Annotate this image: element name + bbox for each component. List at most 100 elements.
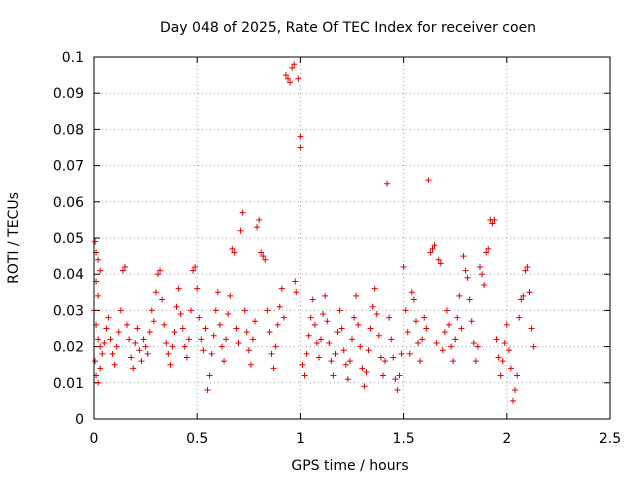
data-point [101, 339, 108, 346]
data-point [489, 220, 496, 227]
data-point [235, 339, 242, 346]
plot-frame [93, 56, 611, 420]
data-point [398, 350, 405, 357]
data-point [254, 224, 261, 231]
data-point [183, 354, 190, 361]
data-point [210, 332, 217, 339]
y-tick-label: 0.07 [53, 159, 84, 175]
data-point [429, 245, 436, 252]
data-point [202, 325, 209, 332]
data-point [128, 354, 135, 361]
data-point [291, 61, 298, 68]
data-point [196, 314, 203, 321]
data-point [454, 314, 461, 321]
data-point [134, 325, 141, 332]
y-tick-label: 0.06 [53, 195, 84, 211]
data-point [456, 292, 463, 299]
data-point [462, 267, 469, 274]
data-point [371, 285, 378, 292]
data-point [379, 372, 386, 379]
data-point [95, 292, 102, 299]
data-point [152, 289, 159, 296]
data-point [481, 282, 488, 289]
data-point [260, 253, 267, 260]
data-point [520, 292, 527, 299]
data-point [171, 329, 178, 336]
data-point [111, 361, 118, 368]
data-point [375, 332, 382, 339]
data-point [103, 325, 110, 332]
data-point [206, 372, 213, 379]
data-point [406, 350, 413, 357]
data-point [394, 387, 401, 394]
data-point [491, 216, 498, 223]
data-point [227, 292, 234, 299]
data-point [452, 336, 459, 343]
data-point [185, 336, 192, 343]
data-point [402, 307, 409, 314]
data-point [268, 350, 275, 357]
data-point [425, 177, 432, 184]
data-point [297, 144, 304, 151]
data-point [386, 314, 393, 321]
y-tick-label: 0.1 [62, 50, 84, 66]
axis-ticks: 0 0.5 1 1.5 2 2.5 0 0.01 0.02 0.03 0.04 0.05 0.06 0.0… [53, 50, 621, 447]
data-point [266, 329, 273, 336]
data-point [363, 368, 370, 375]
data-point [138, 358, 145, 365]
data-point [400, 263, 407, 270]
grid-lines [94, 57, 610, 419]
data-point [99, 350, 106, 357]
data-point [276, 303, 283, 310]
data-point [169, 343, 176, 350]
data-point [299, 361, 306, 368]
data-point [522, 267, 529, 274]
y-axis-label: ROTI / TECUs [6, 192, 22, 284]
data-point [450, 358, 457, 365]
data-point [262, 256, 269, 263]
data-point [293, 289, 300, 296]
data-point [214, 289, 221, 296]
x-tick-label: 1 [296, 431, 305, 447]
data-point [247, 361, 254, 368]
data-point [142, 343, 149, 350]
data-point [305, 332, 312, 339]
data-point [200, 347, 207, 354]
data-point [258, 249, 265, 256]
data-point [292, 278, 299, 285]
data-point [437, 260, 444, 267]
data-point [154, 271, 161, 278]
data-point [264, 307, 271, 314]
data-point [148, 307, 155, 314]
data-point [501, 339, 508, 346]
data-point [132, 339, 139, 346]
data-point [388, 336, 395, 343]
data-point [117, 307, 124, 314]
data-point [330, 372, 337, 379]
data-point [144, 350, 151, 357]
y-tick-label: 0 [75, 412, 84, 428]
data-point [307, 314, 314, 321]
data-point [249, 336, 256, 343]
data-point [124, 321, 131, 328]
data-point [505, 347, 512, 354]
y-tick-label: 0.03 [53, 303, 84, 319]
data-point [313, 339, 320, 346]
data-point [495, 354, 502, 361]
data-point [382, 358, 389, 365]
x-tick-label: 2.5 [599, 431, 621, 447]
data-point [526, 289, 533, 296]
data-point [460, 253, 467, 260]
y-tick-label: 0.02 [53, 340, 84, 356]
data-point [466, 296, 473, 303]
data-point [528, 325, 535, 332]
data-point [344, 376, 351, 383]
data-point [231, 249, 238, 256]
data-point [476, 263, 483, 270]
data-point [384, 180, 391, 187]
data-point [251, 318, 258, 325]
data-point [499, 358, 506, 365]
data-point [419, 336, 426, 343]
data-point [468, 318, 475, 325]
data-point [417, 358, 424, 365]
